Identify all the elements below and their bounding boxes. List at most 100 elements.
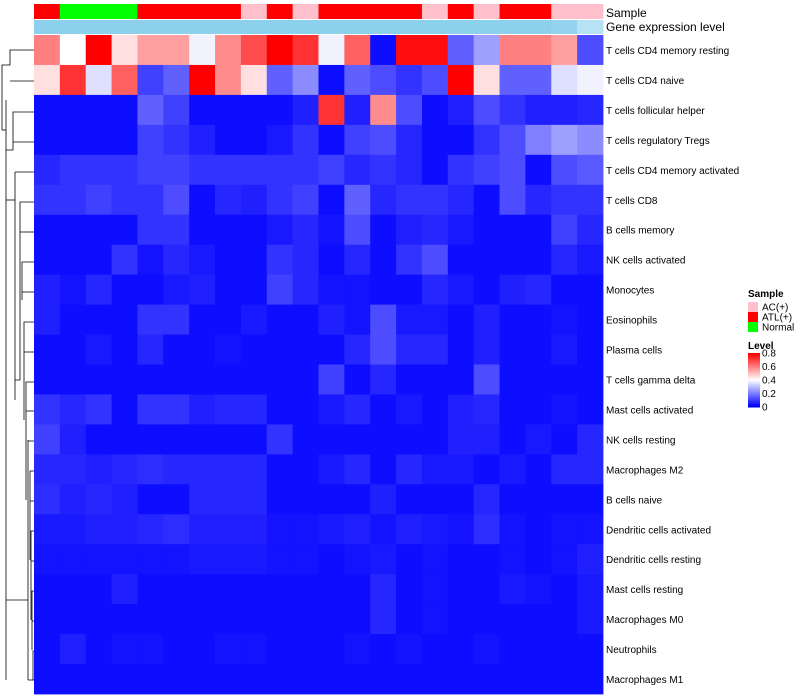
heatmap-cell — [163, 634, 190, 665]
heatmap-cell — [370, 364, 397, 395]
heatmap-cell — [240, 454, 268, 485]
heatmap-cell — [215, 484, 242, 515]
row-label: Macrophages M1 — [606, 675, 684, 686]
heatmap-cell — [473, 304, 500, 335]
heatmap-cell — [344, 604, 371, 635]
heatmap-cell — [551, 94, 578, 126]
expression-annotation-cell — [396, 20, 423, 34]
heatmap-cell — [370, 244, 397, 276]
heatmap-cell — [34, 574, 61, 605]
heatmap-cell — [318, 184, 345, 216]
row-label: B cells memory — [606, 226, 674, 237]
heatmap-cell — [421, 634, 449, 665]
sample-legend: Sample AC(+)ATL(+)Normal — [748, 289, 794, 334]
heatmap-cell — [421, 664, 449, 695]
heatmap-cell — [215, 604, 242, 635]
heatmap-cell — [292, 664, 319, 695]
heatmap-cell — [163, 544, 190, 575]
heatmap-cell — [137, 154, 164, 186]
level-gradient-step — [748, 373, 760, 376]
heatmap-cell — [292, 424, 319, 455]
level-gradient-step — [748, 381, 760, 384]
row-label: Macrophages M0 — [606, 615, 684, 626]
heatmap-cell — [473, 274, 500, 305]
heatmap-cell — [396, 364, 423, 395]
heatmap-cell — [111, 94, 138, 126]
heatmap-cell — [34, 304, 61, 335]
heatmap-cell — [499, 544, 526, 575]
sample-annotation-cell — [266, 4, 294, 19]
heatmap-cell — [215, 124, 242, 156]
heatmap-cell — [266, 244, 294, 276]
heatmap-cell — [266, 484, 294, 515]
row-labels: T cells CD4 memory resting T cells CD4 na… — [606, 46, 739, 686]
heatmap-cell — [499, 454, 526, 485]
heatmap-cell — [163, 94, 190, 126]
level-gradient-step — [748, 402, 760, 405]
heatmap-cell — [344, 454, 371, 485]
heatmap-cell — [396, 184, 423, 216]
heatmap-cell — [34, 244, 61, 276]
heatmap-cell — [344, 664, 371, 695]
heatmap-cell — [163, 604, 190, 635]
level-gradient-step — [748, 389, 760, 392]
heatmap-cell — [421, 334, 449, 365]
row-dendrogram — [1, 49, 34, 681]
heatmap-cell — [577, 124, 604, 156]
heatmap-cell — [318, 364, 345, 395]
heatmap-cell — [292, 214, 319, 246]
level-tick-label: 0.4 — [762, 376, 776, 387]
heatmap-cell — [318, 214, 345, 246]
heatmap-cell — [318, 454, 345, 485]
heatmap-cell — [473, 94, 500, 126]
heatmap-cell — [266, 634, 294, 665]
heatmap-cell — [189, 424, 216, 455]
heatmap-cell — [59, 574, 87, 605]
heatmap-cell — [163, 574, 190, 605]
heatmap-cell — [137, 304, 164, 335]
heatmap-cell — [370, 274, 397, 305]
heatmap-cell — [447, 544, 475, 575]
heatmap-cell — [59, 454, 87, 485]
row-label: T cells CD8 — [606, 196, 658, 207]
heatmap-cell — [137, 35, 164, 66]
heatmap-cell — [577, 35, 604, 66]
level-gradient-step — [748, 358, 760, 361]
heatmap-cell — [447, 184, 475, 216]
heatmap-cell — [499, 424, 526, 455]
heatmap-cell — [473, 214, 500, 246]
level-gradient-step — [748, 361, 760, 363]
heatmap-cell — [447, 514, 475, 545]
heatmap-cell — [292, 544, 319, 575]
heatmap-cell — [344, 244, 371, 276]
heatmap-cell — [447, 244, 475, 276]
heatmap-cell — [551, 484, 578, 515]
heatmap-cell — [189, 544, 216, 575]
heatmap-cell — [421, 64, 449, 96]
heatmap-cell — [59, 154, 87, 186]
heatmap-cell — [551, 304, 578, 335]
heatmap-cell — [240, 184, 268, 216]
heatmap-cell — [499, 184, 526, 216]
heatmap-cell — [292, 244, 319, 276]
heatmap-cell — [499, 304, 526, 335]
heatmap-cell — [34, 484, 61, 515]
heatmap-cell — [525, 514, 552, 545]
row-label: T cells CD4 memory resting — [606, 46, 729, 57]
expression-annotation-cell — [421, 20, 449, 34]
heatmap-cell — [447, 394, 475, 425]
heatmap-cell — [370, 184, 397, 216]
heatmap-cell — [447, 124, 475, 156]
heatmap-cell — [163, 394, 190, 425]
level-gradient-step — [748, 375, 760, 378]
heatmap-cell — [344, 484, 371, 515]
heatmap-cell — [34, 424, 61, 455]
heatmap-cell — [59, 604, 87, 635]
heatmap-cell — [240, 484, 268, 515]
heatmap-cell — [499, 214, 526, 246]
heatmap-cell — [292, 94, 319, 126]
heatmap-cell — [473, 64, 500, 96]
expression-annotation-cell — [34, 20, 61, 34]
heatmap-cell — [189, 244, 216, 276]
heatmap-cell — [551, 274, 578, 305]
